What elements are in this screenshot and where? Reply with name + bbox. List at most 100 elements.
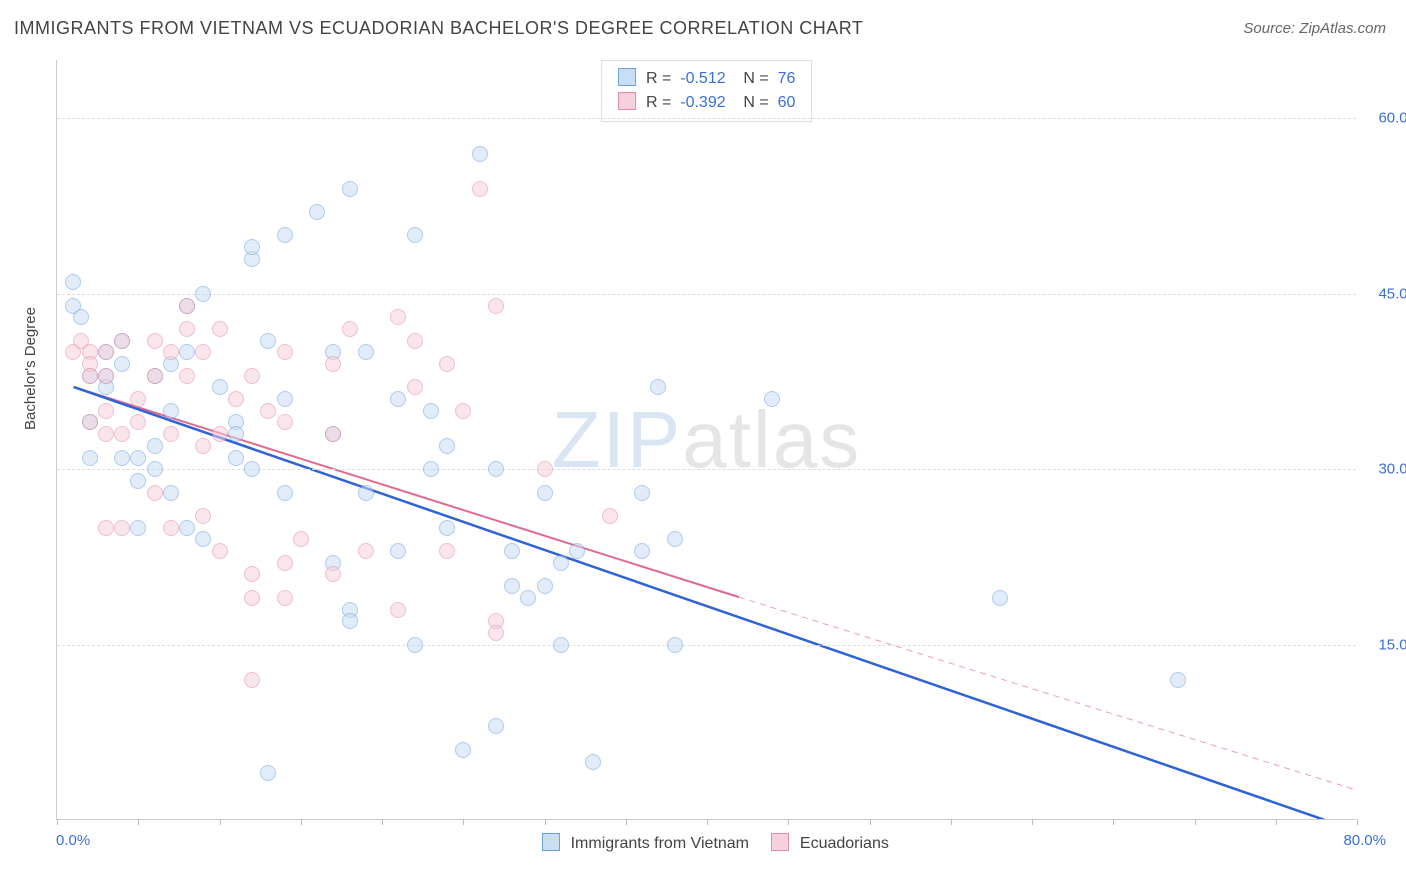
data-point [992, 590, 1008, 606]
data-point [260, 765, 276, 781]
data-point [488, 461, 504, 477]
x-tick [57, 819, 58, 825]
data-point [439, 543, 455, 559]
data-point [130, 520, 146, 536]
data-point [82, 450, 98, 466]
data-point [98, 368, 114, 384]
data-point [163, 520, 179, 536]
x-tick [1195, 819, 1196, 825]
data-point [228, 391, 244, 407]
data-point [82, 414, 98, 430]
data-point [244, 566, 260, 582]
x-tick [1276, 819, 1277, 825]
data-point [147, 438, 163, 454]
data-point [260, 403, 276, 419]
data-point [520, 590, 536, 606]
data-point [537, 578, 553, 594]
x-tick [1113, 819, 1114, 825]
data-point [439, 520, 455, 536]
stats-row: R = -0.512 N = 76 [618, 67, 796, 91]
data-point [98, 403, 114, 419]
data-point [277, 485, 293, 501]
data-point [407, 333, 423, 349]
y-tick-label: 15.0% [1378, 636, 1406, 653]
data-point [423, 403, 439, 419]
data-point [163, 403, 179, 419]
data-point [634, 543, 650, 559]
data-point [504, 578, 520, 594]
chart-container: IMMIGRANTS FROM VIETNAM VS ECUADORIAN BA… [0, 0, 1406, 892]
data-point [277, 391, 293, 407]
r-value: -0.392 [680, 94, 725, 111]
x-tick [138, 819, 139, 825]
data-point [163, 485, 179, 501]
y-tick-label: 30.0% [1378, 461, 1406, 478]
data-point [325, 426, 341, 442]
y-axis-label: Bachelor's Degree [22, 307, 39, 430]
legend-swatch [771, 833, 789, 851]
data-point [114, 520, 130, 536]
data-point [472, 146, 488, 162]
data-point [244, 239, 260, 255]
data-point [73, 309, 89, 325]
data-point [390, 391, 406, 407]
x-tick [870, 819, 871, 825]
data-point [390, 543, 406, 559]
y-tick-label: 60.0% [1378, 110, 1406, 127]
data-point [358, 543, 374, 559]
data-point [634, 485, 650, 501]
correlation-stats-box: R = -0.512 N = 76 R = -0.392 N = 60 [601, 60, 813, 122]
data-point [195, 286, 211, 302]
legend-label: Ecuadorians [795, 835, 888, 852]
data-point [650, 379, 666, 395]
data-point [212, 379, 228, 395]
data-point [212, 543, 228, 559]
data-point [244, 672, 260, 688]
legend-label: Immigrants from Vietnam [566, 835, 753, 852]
data-point [358, 485, 374, 501]
gridline [57, 118, 1356, 119]
data-point [277, 414, 293, 430]
data-point [65, 274, 81, 290]
gridline [57, 645, 1356, 646]
n-value: 60 [778, 94, 796, 111]
data-point [455, 403, 471, 419]
data-point [98, 426, 114, 442]
data-point [163, 344, 179, 360]
watermark: ZIPatlas [552, 394, 861, 486]
x-max-label: 80.0% [1343, 832, 1386, 849]
data-point [130, 473, 146, 489]
data-point [667, 637, 683, 653]
data-point [130, 414, 146, 430]
data-point [358, 344, 374, 360]
data-point [325, 566, 341, 582]
data-point [114, 333, 130, 349]
data-point [407, 227, 423, 243]
x-min-label: 0.0% [56, 832, 90, 849]
data-point [179, 298, 195, 314]
data-point [309, 204, 325, 220]
data-point [244, 368, 260, 384]
data-point [488, 298, 504, 314]
data-point [147, 461, 163, 477]
data-point [488, 718, 504, 734]
data-point [195, 531, 211, 547]
data-point [212, 321, 228, 337]
data-point [228, 426, 244, 442]
x-tick [463, 819, 464, 825]
data-point [293, 531, 309, 547]
data-point [147, 333, 163, 349]
data-point [342, 613, 358, 629]
x-tick [1357, 819, 1358, 825]
x-tick [220, 819, 221, 825]
data-point [504, 543, 520, 559]
data-point [244, 590, 260, 606]
data-point [244, 461, 260, 477]
data-point [439, 438, 455, 454]
data-point [195, 438, 211, 454]
data-point [82, 368, 98, 384]
trendline [74, 387, 1356, 819]
data-point [325, 356, 341, 372]
data-point [423, 461, 439, 477]
x-tick [707, 819, 708, 825]
